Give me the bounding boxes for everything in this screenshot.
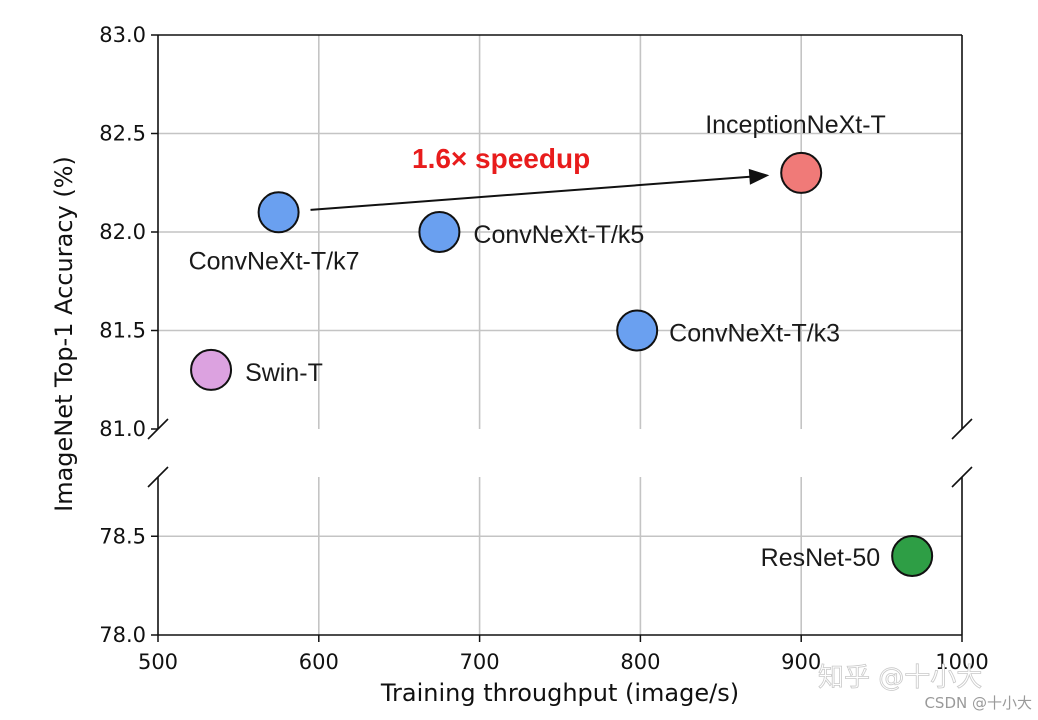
break-mark-upper-right xyxy=(951,418,973,440)
x-tick-label-700: 700 xyxy=(460,650,500,674)
y-tick-label-81.5: 81.5 xyxy=(99,319,146,343)
label-convnext-t-k3: ConvNeXt-T/k3 xyxy=(669,320,840,348)
label-convnext-t-k7: ConvNeXt-T/k7 xyxy=(189,247,360,275)
break-mark-lower-left xyxy=(147,466,169,488)
y-tick-label-lower-78.5: 78.5 xyxy=(99,524,146,548)
point-convnext-t-k5 xyxy=(418,211,461,253)
point-resnet-50 xyxy=(891,535,934,577)
grid-lines xyxy=(158,35,962,635)
y-tick-label-81.0: 81.0 xyxy=(99,417,146,441)
point-convnext-t-k3 xyxy=(616,309,659,352)
speedup-arrow xyxy=(310,168,770,211)
point-inceptionnext-t xyxy=(780,151,823,194)
label-swin-t: Swin-T xyxy=(245,359,323,387)
x-tick-label-1000: 1000 xyxy=(935,650,988,674)
break-mark-lower-right xyxy=(951,466,973,488)
y-axis-title: ImageNet Top-1 Accuracy (%) xyxy=(50,156,78,512)
point-labels: ConvNeXt-T/k7 ConvNeXt-T/k5 ConvNeXt-T/k3 I… xyxy=(189,111,886,572)
x-tick-label-800: 800 xyxy=(620,650,660,674)
x-tick-label-500: 500 xyxy=(138,650,178,674)
label-inceptionnext-t: InceptionNeXt-T xyxy=(705,111,886,139)
arrow-head xyxy=(748,168,770,185)
y-tick-label-82.0: 82.0 xyxy=(99,220,146,244)
x-axis-title: Training throughput (image/s) xyxy=(380,679,739,707)
label-resnet-50: ResNet-50 xyxy=(761,544,881,572)
watermark-text: 知乎 @十小大 xyxy=(818,663,982,693)
arrow-shaft xyxy=(310,175,754,211)
speedup-annotation: 1.6× speedup xyxy=(412,143,590,174)
point-convnext-t-k7 xyxy=(257,191,300,234)
y-tick-label-83.0: 83.0 xyxy=(99,23,146,47)
data-points xyxy=(190,151,934,577)
point-swin-t xyxy=(190,348,233,391)
y-tick-label-82.5: 82.5 xyxy=(99,122,146,146)
watermark-sub: CSDN @十小大 xyxy=(924,694,1032,712)
x-tick-label-600: 600 xyxy=(299,650,339,674)
y-tick-label-lower-78.0: 78.0 xyxy=(99,623,146,647)
x-tick-label-900: 900 xyxy=(781,650,821,674)
label-convnext-t-k5: ConvNeXt-T/k5 xyxy=(473,221,644,249)
axis-ticks: 500 600 700 800 900 1000 81.0 81.5 82.0 82.5 83.0 7… xyxy=(99,23,988,674)
